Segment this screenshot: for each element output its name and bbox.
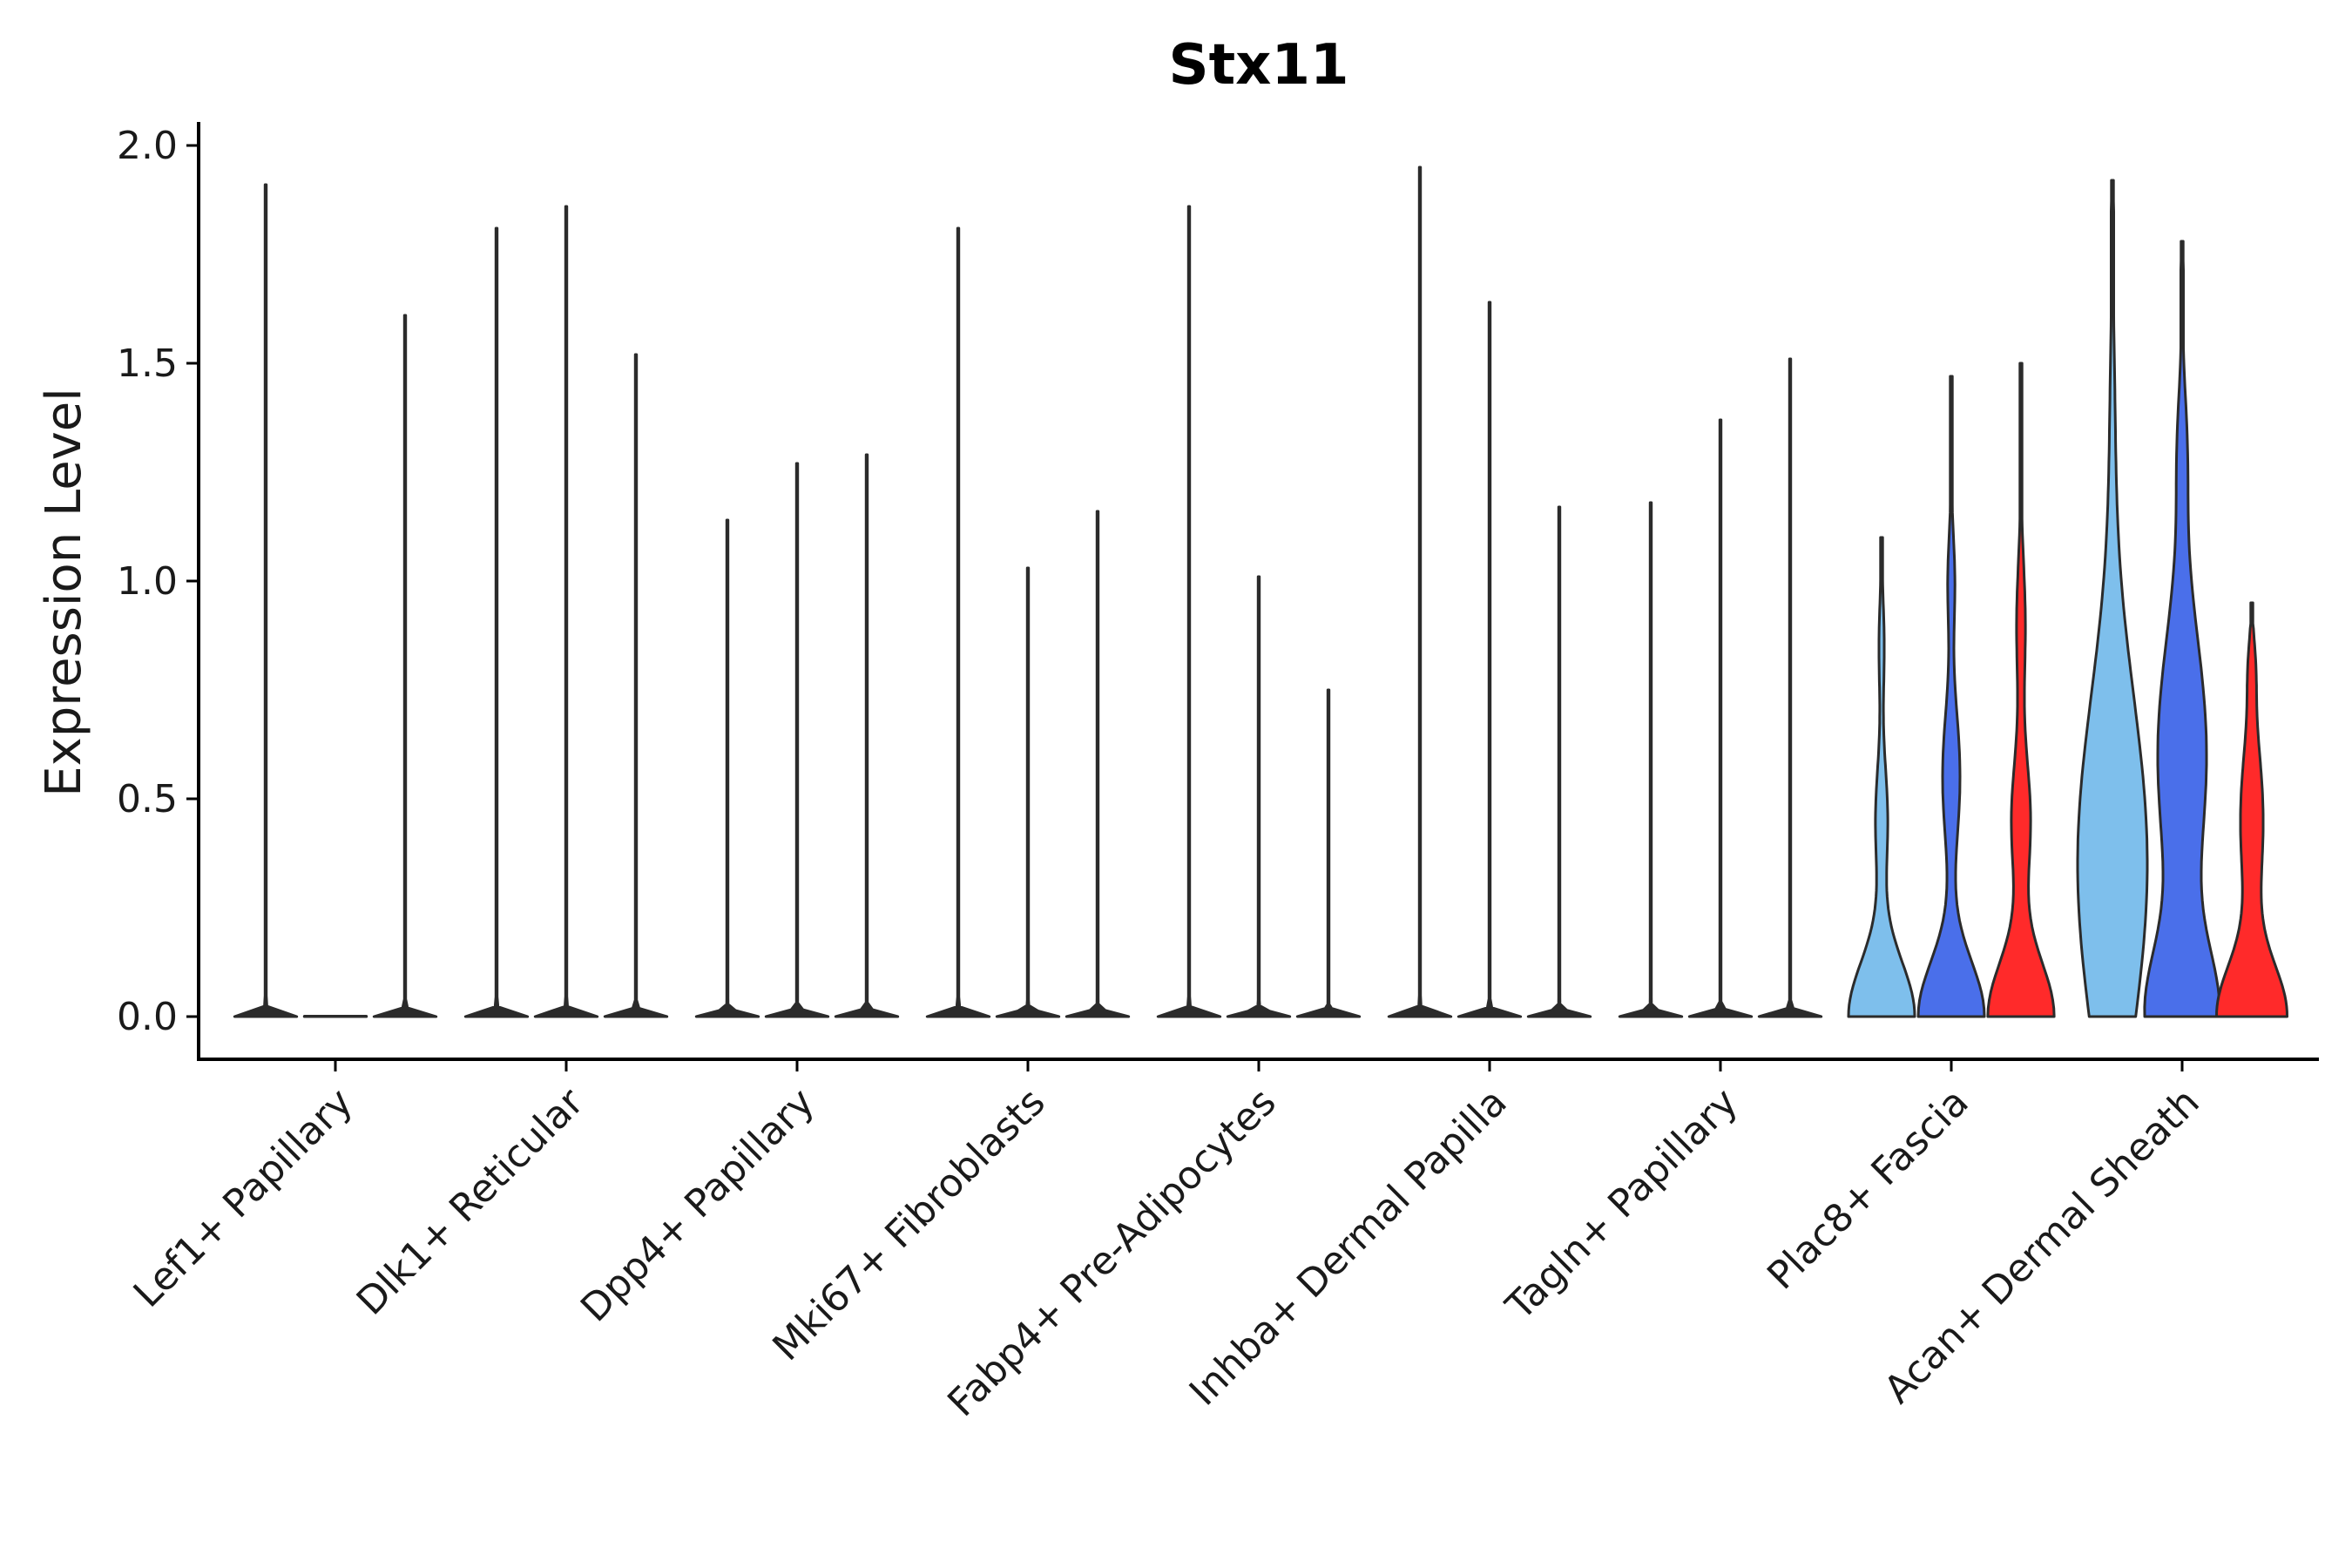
y-tick-label: 1.0: [117, 559, 178, 604]
violin-3-cat-9: [2215, 601, 2288, 1018]
violin-3-cat-8: [1986, 362, 2056, 1018]
x-tick-label: Dpp4+ Papillary: [572, 1080, 823, 1331]
x-tick-label: Plac8+ Fascia: [1759, 1080, 1977, 1299]
violin-3-cat-5: [1295, 688, 1362, 1018]
violin-3-cat-7: [1757, 357, 1823, 1018]
violin-1-cat-5: [1156, 205, 1222, 1018]
y-axis-title: Expression Level: [36, 388, 92, 797]
violin-1-cat-4: [925, 226, 991, 1018]
violin-3-cat-3: [834, 453, 900, 1018]
violin-3-cat-6: [1526, 505, 1592, 1018]
chart-title: Stx11: [1168, 33, 1348, 98]
x-tick-label: Lef1+ Papillary: [125, 1080, 362, 1316]
violin-1-cat-2: [463, 226, 530, 1018]
x-tick-label: Dlk1+ Reticular: [348, 1079, 593, 1324]
violin-1-cat-8: [1847, 536, 1916, 1018]
y-tick-label: 1.5: [117, 341, 178, 386]
violin-1-cat-6: [1387, 166, 1453, 1018]
y-tick-label: 2.0: [117, 124, 178, 168]
violin-2-cat-9: [2143, 240, 2221, 1018]
violin-1-cat-1: [233, 183, 299, 1018]
violin-2-cat-5: [1226, 575, 1292, 1018]
violin-2-cat-6: [1456, 301, 1523, 1018]
violin-3-cat-4: [1064, 510, 1131, 1018]
violin-3-cat-1: [372, 314, 438, 1018]
violin-2-cat-8: [1916, 375, 1986, 1018]
violin-2-cat-2: [533, 205, 599, 1018]
violin-3-cat-2: [603, 353, 669, 1018]
violin-1-cat-7: [1618, 501, 1684, 1018]
violin-2-cat-3: [764, 462, 830, 1018]
violin-1-cat-3: [694, 518, 760, 1018]
violin-2-cat-4: [995, 566, 1061, 1018]
y-tick-label: 0.0: [117, 995, 178, 1039]
violin-2-cat-7: [1687, 418, 1754, 1018]
y-tick-label: 0.5: [117, 777, 178, 821]
violin-1-cat-9: [2076, 179, 2149, 1018]
x-tick-label: Tagln+ Papillary: [1497, 1080, 1747, 1329]
